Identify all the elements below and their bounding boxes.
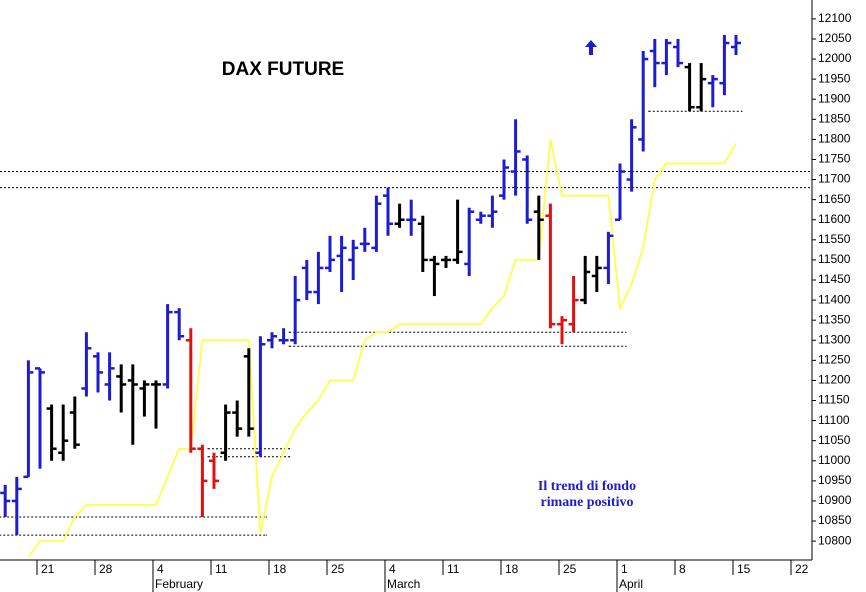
y-tick-label: 11450 xyxy=(818,272,851,286)
x-tick-label: 4 xyxy=(157,562,164,576)
y-tick-label: 11700 xyxy=(818,172,851,186)
y-tick-label: 11950 xyxy=(818,71,851,85)
y-tick-label: 11650 xyxy=(818,192,851,206)
y-tick-label: 12050 xyxy=(818,31,852,45)
month-label: April xyxy=(619,577,643,591)
y-tick-label: 11900 xyxy=(818,91,851,105)
y-tick-label: 10900 xyxy=(818,493,852,507)
x-tick-label: 25 xyxy=(563,562,577,576)
y-tick-label: 11300 xyxy=(818,332,851,346)
x-tick-label: 8 xyxy=(679,562,686,576)
x-tick-label: 18 xyxy=(505,562,519,576)
y-tick-label: 11800 xyxy=(818,132,851,146)
y-tick-label: 11550 xyxy=(818,232,851,246)
y-tick-label: 11150 xyxy=(818,393,850,407)
y-tick-label: 11500 xyxy=(818,252,851,266)
annotation: rimane positivo xyxy=(541,495,634,510)
y-tick-label: 10850 xyxy=(818,513,852,527)
y-tick-label: 11050 xyxy=(818,433,851,447)
y-tick-label: 11000 xyxy=(818,453,851,467)
y-tick-label: 10950 xyxy=(818,473,852,487)
y-tick-label: 12000 xyxy=(818,51,852,65)
x-tick-label: 25 xyxy=(331,562,345,576)
x-tick-label: 11 xyxy=(447,562,460,576)
y-tick-label: 11600 xyxy=(818,212,851,226)
x-tick-label: 28 xyxy=(99,562,113,576)
x-tick-label: 21 xyxy=(41,562,55,576)
y-tick-label: 11750 xyxy=(818,152,851,166)
x-tick-label: 15 xyxy=(737,562,751,576)
chart-title: DAX FUTURE xyxy=(222,59,344,80)
y-tick-label: 11250 xyxy=(818,353,851,367)
x-tick-label: 18 xyxy=(273,562,287,576)
month-label: March xyxy=(387,577,420,591)
y-tick-label: 11350 xyxy=(818,312,851,326)
y-tick-label: 10800 xyxy=(818,533,852,547)
y-tick-label: 12100 xyxy=(818,11,852,25)
x-tick-label: 22 xyxy=(795,562,809,576)
x-tick-label: 1 xyxy=(621,562,628,576)
annotation: Il trend di fondo xyxy=(538,479,636,494)
x-tick-label: 4 xyxy=(389,562,396,576)
x-tick-label: 11 xyxy=(215,562,228,576)
month-label: February xyxy=(155,577,203,591)
y-tick-label: 11400 xyxy=(818,292,851,306)
y-tick-label: 11200 xyxy=(818,373,851,387)
y-tick-label: 11100 xyxy=(818,413,850,427)
up-arrow xyxy=(585,40,597,55)
stop-line xyxy=(27,139,737,558)
y-tick-label: 11850 xyxy=(818,111,851,125)
